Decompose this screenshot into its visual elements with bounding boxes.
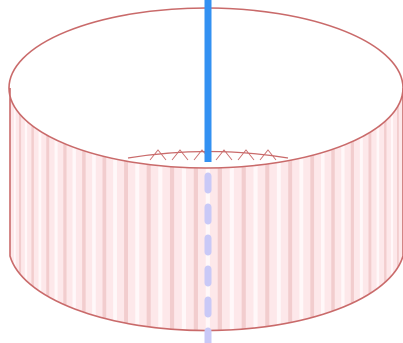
wall-stripe — [288, 88, 293, 331]
wall-stripe — [241, 88, 246, 331]
wall-stripe — [217, 88, 222, 331]
inner-zigzag-tick — [215, 149, 233, 161]
inner-zigzag-tick — [149, 149, 167, 161]
wall-stripe — [376, 88, 380, 331]
wall-stripe — [135, 88, 140, 331]
wall-stripe — [82, 88, 86, 331]
wall-stripe — [193, 88, 198, 331]
wall-stripe — [390, 88, 394, 331]
wall-stripe — [341, 88, 345, 331]
wall-stripe — [331, 88, 335, 331]
wall-stripe — [124, 88, 128, 331]
wall-stripe — [146, 88, 151, 331]
wall-stripe — [24, 88, 28, 331]
wall-stripe — [181, 88, 187, 331]
wall-stripe — [253, 88, 258, 331]
wall-stripe — [31, 88, 34, 331]
wall-stripe — [299, 88, 304, 331]
wall-stripe — [19, 88, 22, 331]
wall-stripes — [14, 88, 403, 331]
wall-stripe — [368, 88, 372, 331]
wall-stripe — [310, 88, 315, 331]
wall-stripe — [265, 88, 270, 331]
wall-stripe — [158, 88, 163, 331]
wall-stripe — [54, 88, 58, 331]
inner-zigzag-tick — [259, 149, 277, 161]
wall-stripe — [350, 88, 354, 331]
wall-stripe — [72, 88, 76, 331]
wall-stripe — [320, 88, 325, 331]
wall-stripe — [63, 88, 67, 331]
wall-stripe — [92, 88, 96, 331]
wall-stripe — [169, 88, 175, 331]
wall-stripe — [113, 88, 117, 331]
wall-stripe — [229, 88, 234, 331]
wall-stripe — [276, 88, 281, 331]
wall-stripe — [14, 88, 16, 331]
wall-stripe — [397, 88, 399, 331]
wall-stripe — [102, 88, 107, 331]
inner-zigzag-tick — [171, 149, 189, 161]
inner-zigzag-tick — [237, 149, 255, 161]
wall-stripe — [384, 88, 387, 331]
wall-stripe — [46, 88, 50, 331]
wall-stripe — [359, 88, 363, 331]
wall-stripe — [38, 88, 42, 331]
